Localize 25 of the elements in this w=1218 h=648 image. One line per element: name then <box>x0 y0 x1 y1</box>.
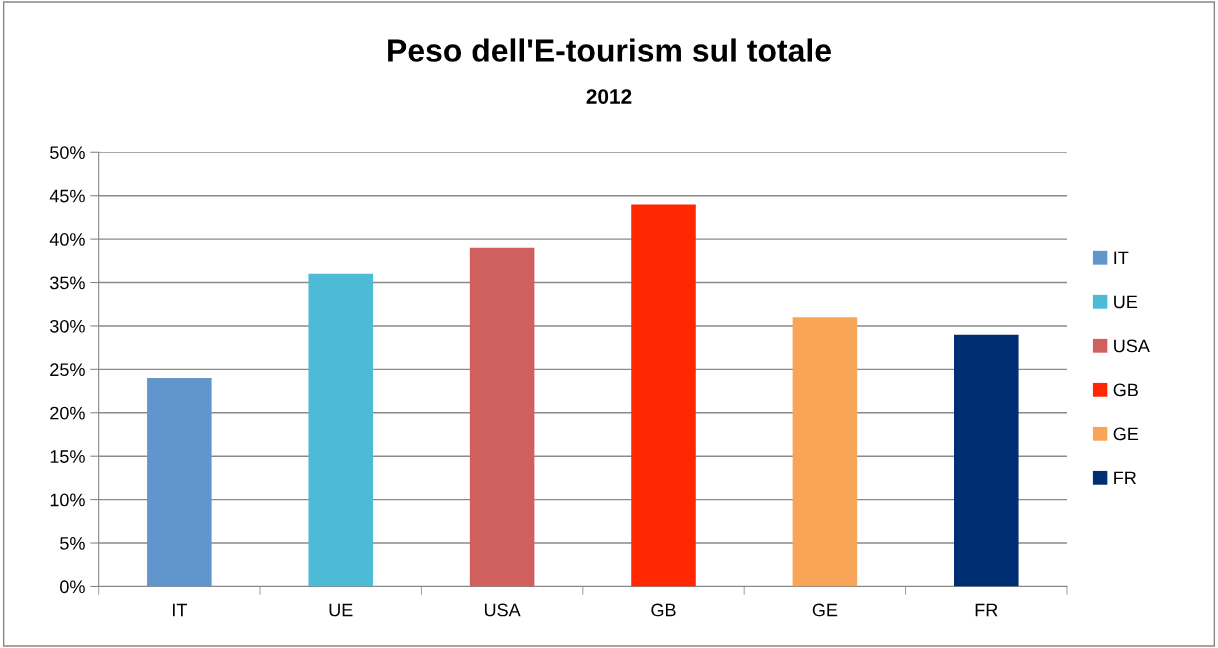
y-tick-label: 5% <box>60 537 85 550</box>
y-tick-label: 40% <box>49 233 85 246</box>
y-tick-label: 30% <box>50 319 85 333</box>
chart-subtitle: 2012 <box>586 89 632 104</box>
x-tick-label: FR <box>975 603 998 617</box>
y-tick-label: 15% <box>50 450 85 463</box>
y-tick-label: 45% <box>49 189 85 203</box>
chart-title: Peso dell'E-tourism sul totale <box>388 38 831 62</box>
x-tick-label: GB <box>651 603 676 617</box>
legend-label: USA <box>1114 339 1150 353</box>
legend-label: IT <box>1114 251 1129 265</box>
x-tick-label: UE <box>329 603 353 617</box>
y-tick-label: 35% <box>50 276 85 290</box>
y-tick-label: 50% <box>50 146 85 159</box>
x-tick-label: USA <box>484 603 521 617</box>
legend-label: UE <box>1114 295 1138 309</box>
x-tick-label: IT <box>173 603 187 617</box>
y-tick-label: 25% <box>50 363 85 377</box>
y-tick-label: 20% <box>50 406 85 420</box>
y-tick-label: 10% <box>50 493 85 507</box>
legend-label: GB <box>1113 383 1138 397</box>
x-tick-label: GE <box>812 603 838 617</box>
legend-label: GE <box>1113 427 1139 441</box>
y-tick-label: 0% <box>60 580 85 594</box>
legend-label: FR <box>1114 471 1136 485</box>
